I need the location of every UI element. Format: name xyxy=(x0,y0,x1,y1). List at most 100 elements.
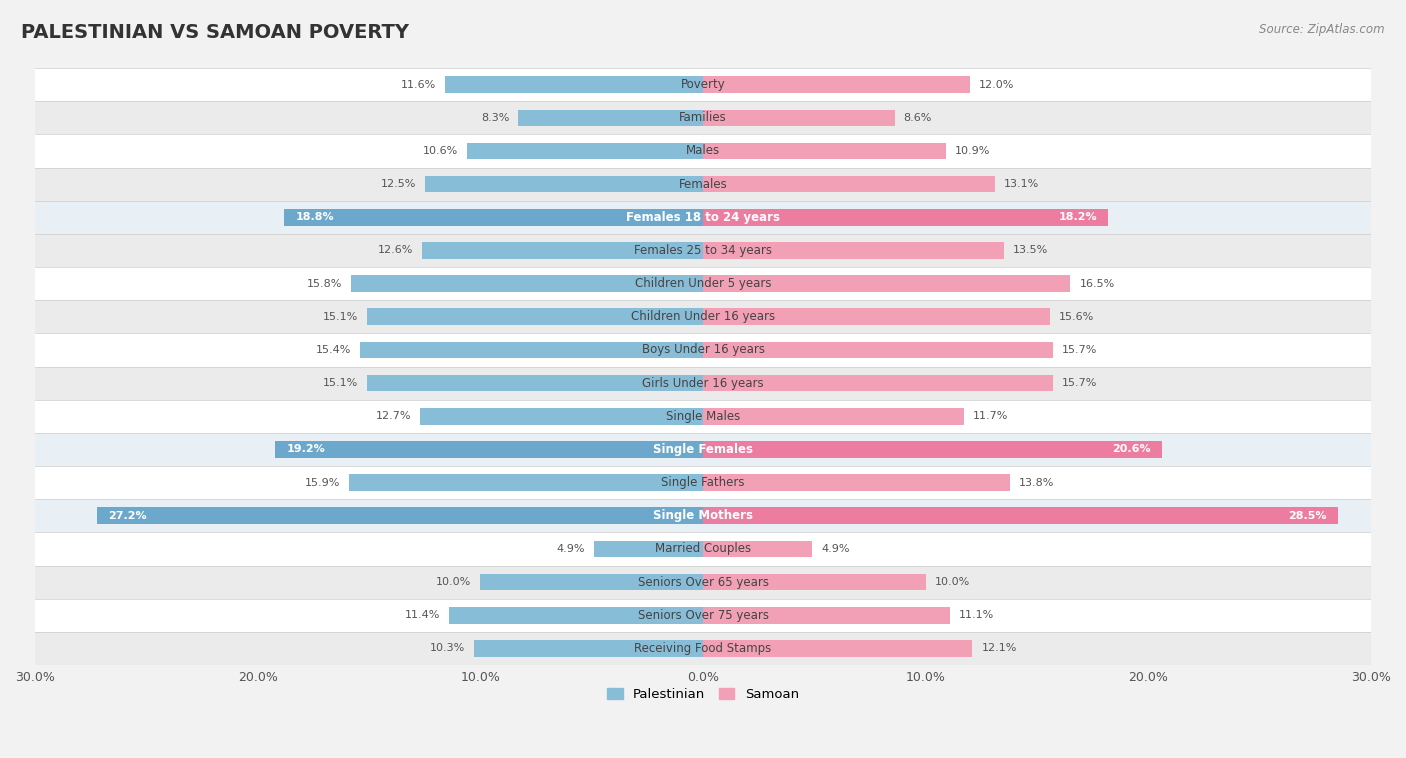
Text: 11.4%: 11.4% xyxy=(405,610,440,620)
Bar xyxy=(703,374,1053,391)
Text: 15.6%: 15.6% xyxy=(1059,312,1094,322)
Legend: Palestinian, Samoan: Palestinian, Samoan xyxy=(602,683,804,706)
Text: 16.5%: 16.5% xyxy=(1080,279,1115,289)
Text: Females 25 to 34 years: Females 25 to 34 years xyxy=(634,244,772,257)
Text: 8.6%: 8.6% xyxy=(904,113,932,123)
Text: 12.1%: 12.1% xyxy=(981,644,1017,653)
Text: 15.7%: 15.7% xyxy=(1062,378,1097,388)
Text: 12.6%: 12.6% xyxy=(378,246,413,255)
Bar xyxy=(703,176,994,193)
Text: 10.0%: 10.0% xyxy=(436,577,471,587)
Text: Receiving Food Stamps: Receiving Food Stamps xyxy=(634,642,772,655)
Text: 12.7%: 12.7% xyxy=(375,412,412,421)
Text: 4.9%: 4.9% xyxy=(557,544,585,554)
Bar xyxy=(703,607,950,624)
Bar xyxy=(703,408,963,424)
Bar xyxy=(367,309,703,325)
Text: Married Couples: Married Couples xyxy=(655,543,751,556)
Bar xyxy=(444,77,703,93)
Text: Females: Females xyxy=(679,177,727,190)
Bar xyxy=(35,599,1371,632)
Bar xyxy=(481,574,703,590)
Bar xyxy=(425,176,703,193)
Text: 10.0%: 10.0% xyxy=(935,577,970,587)
Bar xyxy=(276,441,703,458)
Text: Males: Males xyxy=(686,145,720,158)
Text: 19.2%: 19.2% xyxy=(287,444,325,455)
Text: 15.9%: 15.9% xyxy=(305,478,340,487)
Bar xyxy=(35,532,1371,565)
Text: 12.5%: 12.5% xyxy=(381,179,416,190)
Bar xyxy=(35,134,1371,168)
Bar xyxy=(367,374,703,391)
Bar xyxy=(703,574,925,590)
Text: 15.1%: 15.1% xyxy=(322,378,359,388)
Bar xyxy=(97,507,703,524)
Bar xyxy=(349,475,703,491)
Bar xyxy=(703,242,1004,258)
Bar xyxy=(35,102,1371,134)
Bar xyxy=(35,466,1371,500)
Bar xyxy=(474,641,703,656)
Bar xyxy=(703,540,813,557)
Text: Children Under 16 years: Children Under 16 years xyxy=(631,310,775,323)
Text: 28.5%: 28.5% xyxy=(1288,511,1326,521)
Bar xyxy=(35,433,1371,466)
Bar xyxy=(703,475,1011,491)
Text: 20.6%: 20.6% xyxy=(1112,444,1150,455)
Text: Single Fathers: Single Fathers xyxy=(661,476,745,489)
Text: 10.3%: 10.3% xyxy=(429,644,465,653)
Bar xyxy=(703,209,1108,226)
Text: Families: Families xyxy=(679,111,727,124)
Text: Children Under 5 years: Children Under 5 years xyxy=(634,277,772,290)
Text: 15.1%: 15.1% xyxy=(322,312,359,322)
Bar xyxy=(35,234,1371,267)
Bar xyxy=(35,334,1371,367)
Text: 8.3%: 8.3% xyxy=(481,113,509,123)
Text: 15.7%: 15.7% xyxy=(1062,345,1097,355)
Text: 11.1%: 11.1% xyxy=(959,610,994,620)
Bar xyxy=(703,309,1050,325)
Bar xyxy=(593,540,703,557)
Text: PALESTINIAN VS SAMOAN POVERTY: PALESTINIAN VS SAMOAN POVERTY xyxy=(21,23,409,42)
Bar xyxy=(703,507,1337,524)
Text: 13.5%: 13.5% xyxy=(1012,246,1047,255)
Bar xyxy=(35,267,1371,300)
Bar xyxy=(703,109,894,126)
Bar xyxy=(35,300,1371,334)
Bar xyxy=(467,143,703,159)
Bar xyxy=(420,408,703,424)
Bar xyxy=(703,275,1070,292)
Text: 11.6%: 11.6% xyxy=(401,80,436,89)
Text: 15.8%: 15.8% xyxy=(307,279,342,289)
Text: 11.7%: 11.7% xyxy=(973,412,1008,421)
Text: Girls Under 16 years: Girls Under 16 years xyxy=(643,377,763,390)
Text: 18.2%: 18.2% xyxy=(1059,212,1097,222)
Bar xyxy=(35,399,1371,433)
Text: Single Males: Single Males xyxy=(666,410,740,423)
Text: 10.6%: 10.6% xyxy=(423,146,458,156)
Bar xyxy=(519,109,703,126)
Bar xyxy=(422,242,703,258)
Text: Seniors Over 65 years: Seniors Over 65 years xyxy=(637,575,769,589)
Bar xyxy=(35,201,1371,234)
Bar xyxy=(35,632,1371,665)
Text: Females 18 to 24 years: Females 18 to 24 years xyxy=(626,211,780,224)
Bar xyxy=(703,77,970,93)
Text: Boys Under 16 years: Boys Under 16 years xyxy=(641,343,765,356)
Text: Source: ZipAtlas.com: Source: ZipAtlas.com xyxy=(1260,23,1385,36)
Text: 18.8%: 18.8% xyxy=(295,212,335,222)
Text: Single Females: Single Females xyxy=(652,443,754,456)
Bar xyxy=(703,143,946,159)
Text: Single Mothers: Single Mothers xyxy=(652,509,754,522)
Text: 13.8%: 13.8% xyxy=(1019,478,1054,487)
Bar xyxy=(703,342,1053,359)
Text: 10.9%: 10.9% xyxy=(955,146,990,156)
Text: 27.2%: 27.2% xyxy=(108,511,148,521)
Text: 13.1%: 13.1% xyxy=(1004,179,1039,190)
Bar xyxy=(35,500,1371,532)
Bar xyxy=(35,68,1371,102)
Bar xyxy=(35,168,1371,201)
Text: 4.9%: 4.9% xyxy=(821,544,849,554)
Text: Seniors Over 75 years: Seniors Over 75 years xyxy=(637,609,769,622)
